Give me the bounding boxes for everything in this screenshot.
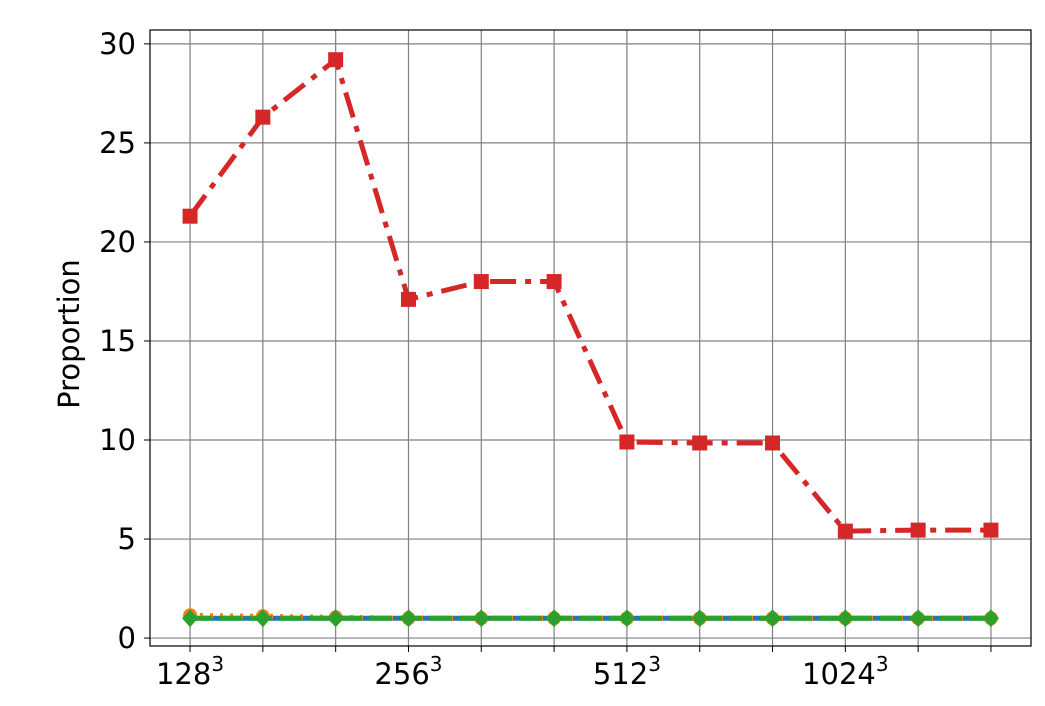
data-point-diamond — [692, 609, 708, 627]
data-point-diamond — [255, 609, 271, 627]
data-point-square — [474, 274, 489, 289]
x-tick-label-exponent: 3 — [648, 652, 661, 676]
data-point-square — [401, 292, 416, 307]
series-3 — [183, 52, 999, 538]
y-tick-label: 0 — [118, 621, 136, 655]
data-point-diamond — [765, 609, 781, 627]
data-point-square — [183, 209, 198, 224]
x-axis: 1283 2563 5123 10243 — [156, 646, 991, 691]
series-layer — [182, 52, 999, 627]
data-point-diamond — [546, 609, 562, 627]
data-point-diamond — [619, 609, 635, 627]
x-tick-label-exponent: 3 — [430, 652, 443, 676]
x-tick-label-base: 512 — [593, 657, 648, 691]
x-tick-label: 1283 — [156, 652, 224, 691]
data-point-square — [328, 52, 343, 67]
x-tick-label: 10243 — [802, 652, 889, 691]
data-point-diamond — [837, 609, 853, 627]
y-tick-label: 15 — [99, 324, 136, 358]
x-tick-label-base: 128 — [156, 657, 211, 691]
x-tick-label-exponent: 3 — [211, 652, 224, 676]
data-point-square — [547, 274, 562, 289]
data-point-square — [692, 435, 707, 450]
x-tick-label: 5123 — [593, 652, 661, 691]
plot-frame — [150, 30, 1031, 646]
x-tick-label: 2563 — [374, 652, 442, 691]
y-tick-label: 5 — [118, 522, 136, 556]
x-tick-label-exponent: 3 — [876, 652, 889, 676]
y-tick-label: 30 — [99, 27, 136, 61]
data-point-square — [838, 524, 853, 539]
y-tick-label: 10 — [99, 423, 136, 457]
data-point-square — [255, 110, 270, 125]
grid-lines — [150, 30, 1031, 646]
x-tick-label-base: 256 — [374, 657, 429, 691]
y-axis: 0 5 10 15 20 25 30 — [99, 27, 150, 655]
data-point-diamond — [473, 609, 489, 627]
data-point-square — [911, 523, 926, 538]
data-point-diamond — [910, 609, 926, 627]
data-point-diamond — [983, 609, 999, 627]
data-point-diamond — [328, 609, 344, 627]
data-point-square — [765, 435, 780, 450]
x-tick-label-base: 1024 — [802, 657, 876, 691]
y-tick-label: 20 — [99, 225, 136, 259]
data-point-diamond — [400, 609, 416, 627]
series-line — [190, 60, 991, 531]
data-point-square — [983, 523, 998, 538]
data-point-square — [619, 434, 634, 449]
y-axis-title: Proportion — [52, 259, 86, 409]
y-tick-label: 25 — [99, 126, 136, 160]
